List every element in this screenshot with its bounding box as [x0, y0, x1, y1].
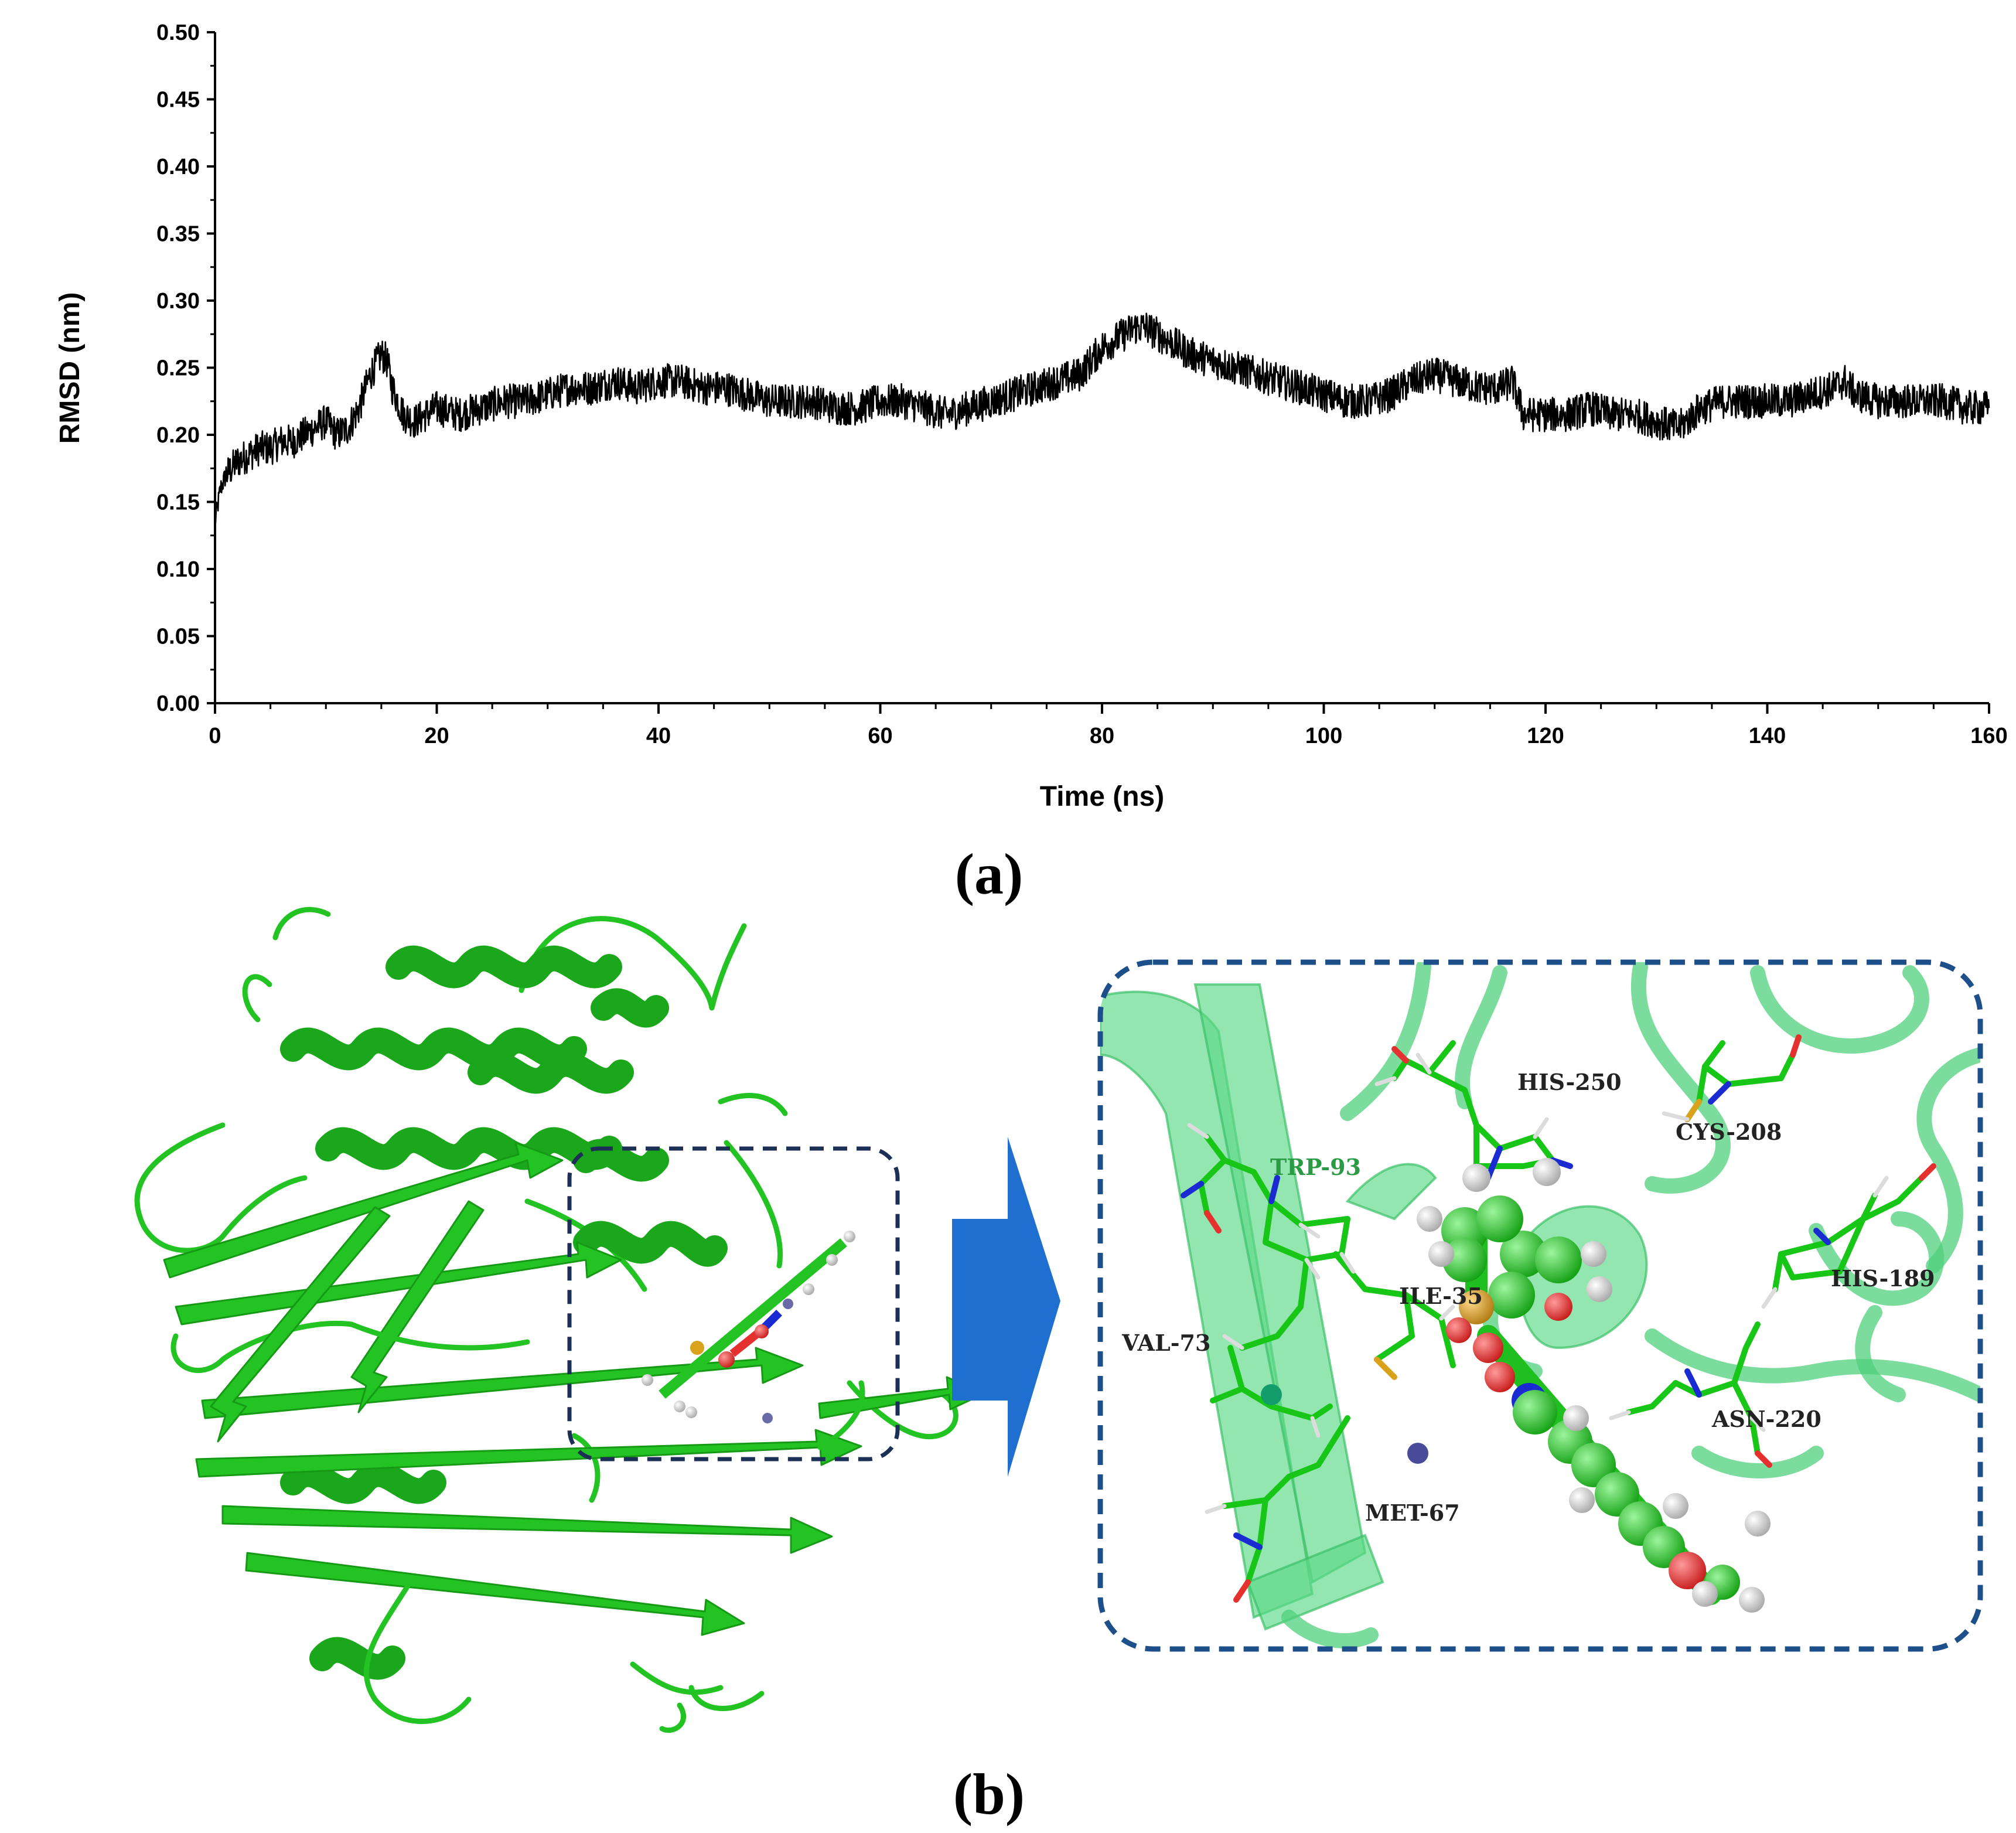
y-tick-label: 0.20: [156, 423, 200, 448]
protein-overview: [134, 907, 985, 1733]
y-tick-label: 0.00: [156, 691, 200, 716]
residue-label: TRP-93: [1270, 1154, 1361, 1180]
residue-label: HIS-189: [1831, 1265, 1935, 1292]
x-axis-title: Time (ns): [1040, 781, 1164, 812]
plot-area: [214, 312, 1990, 524]
y-tick-label: 0.25: [156, 356, 200, 381]
residue-label: ILE-35: [1399, 1283, 1483, 1309]
panel-label-a: (a): [955, 841, 1024, 907]
protein-helices: [280, 945, 728, 1680]
y-axis-title: RMSD (nm): [54, 292, 86, 444]
y-ticks: 0.00 0.05 0.10 0.15 0.20 0.25 0.30 0.35 0.40 0.45…: [156, 21, 215, 716]
y-tick-label: 0.30: [156, 289, 200, 314]
y-tick-label: 0.35: [156, 222, 200, 247]
ion-sphere: [1407, 1443, 1428, 1464]
rmsd-chart: 0.00 0.05 0.10 0.15 0.20 0.25 0.30 0.35 0.40 0.45…: [54, 21, 2008, 812]
zoom-region-box: [567, 1146, 900, 1461]
residue-label: HIS-250: [1517, 1069, 1622, 1095]
x-tick-label: 100: [1305, 724, 1342, 748]
arrow-icon: [952, 1137, 1060, 1477]
protein-loop: [220, 907, 865, 1724]
ligand-overview: [642, 1231, 855, 1423]
rmsd-series-line: [214, 312, 1990, 524]
x-tick-label: 60: [868, 724, 892, 748]
y-tick-label: 0.45: [156, 88, 200, 113]
panel-label-b: (b): [953, 1762, 1025, 1827]
ligand-spheres: [1417, 1158, 1771, 1613]
residue-label: VAL-73: [1121, 1330, 1210, 1356]
binding-site-zoom: [1100, 962, 1980, 1649]
y-tick-label: 0.10: [156, 557, 200, 582]
x-ticks: 0 20 40 60 80 100 120 140 160: [209, 703, 2008, 748]
x-tick-label: 160: [1970, 724, 2007, 748]
x-tick-label: 0: [209, 724, 221, 748]
y-tick-label: 0.40: [156, 155, 200, 179]
residue-label: MET-67: [1365, 1500, 1460, 1526]
zoom-panel-border: [1097, 959, 1983, 1652]
x-tick-label: 140: [1749, 724, 1786, 748]
ion-sphere: [1261, 1384, 1282, 1405]
residue-label: CYS-208: [1676, 1119, 1782, 1145]
x-tick-label: 20: [424, 724, 449, 748]
protein-sheets: [163, 1142, 985, 1636]
x-tick-label: 120: [1527, 724, 1564, 748]
y-tick-label: 0.50: [156, 21, 200, 45]
x-tick-label: 80: [1090, 724, 1114, 748]
y-tick-label: 0.15: [156, 490, 200, 515]
residue-labels: HIS-250 CYS-208 TRP-93 HIS-189 ILE-35 VA…: [1121, 1069, 1935, 1526]
residue-sticks: [1181, 1034, 1936, 1603]
x-tick-label: 40: [646, 724, 671, 748]
background-loops: [1281, 962, 1980, 1648]
y-tick-label: 0.05: [156, 625, 200, 649]
residue-label: ASN-220: [1711, 1406, 1821, 1432]
